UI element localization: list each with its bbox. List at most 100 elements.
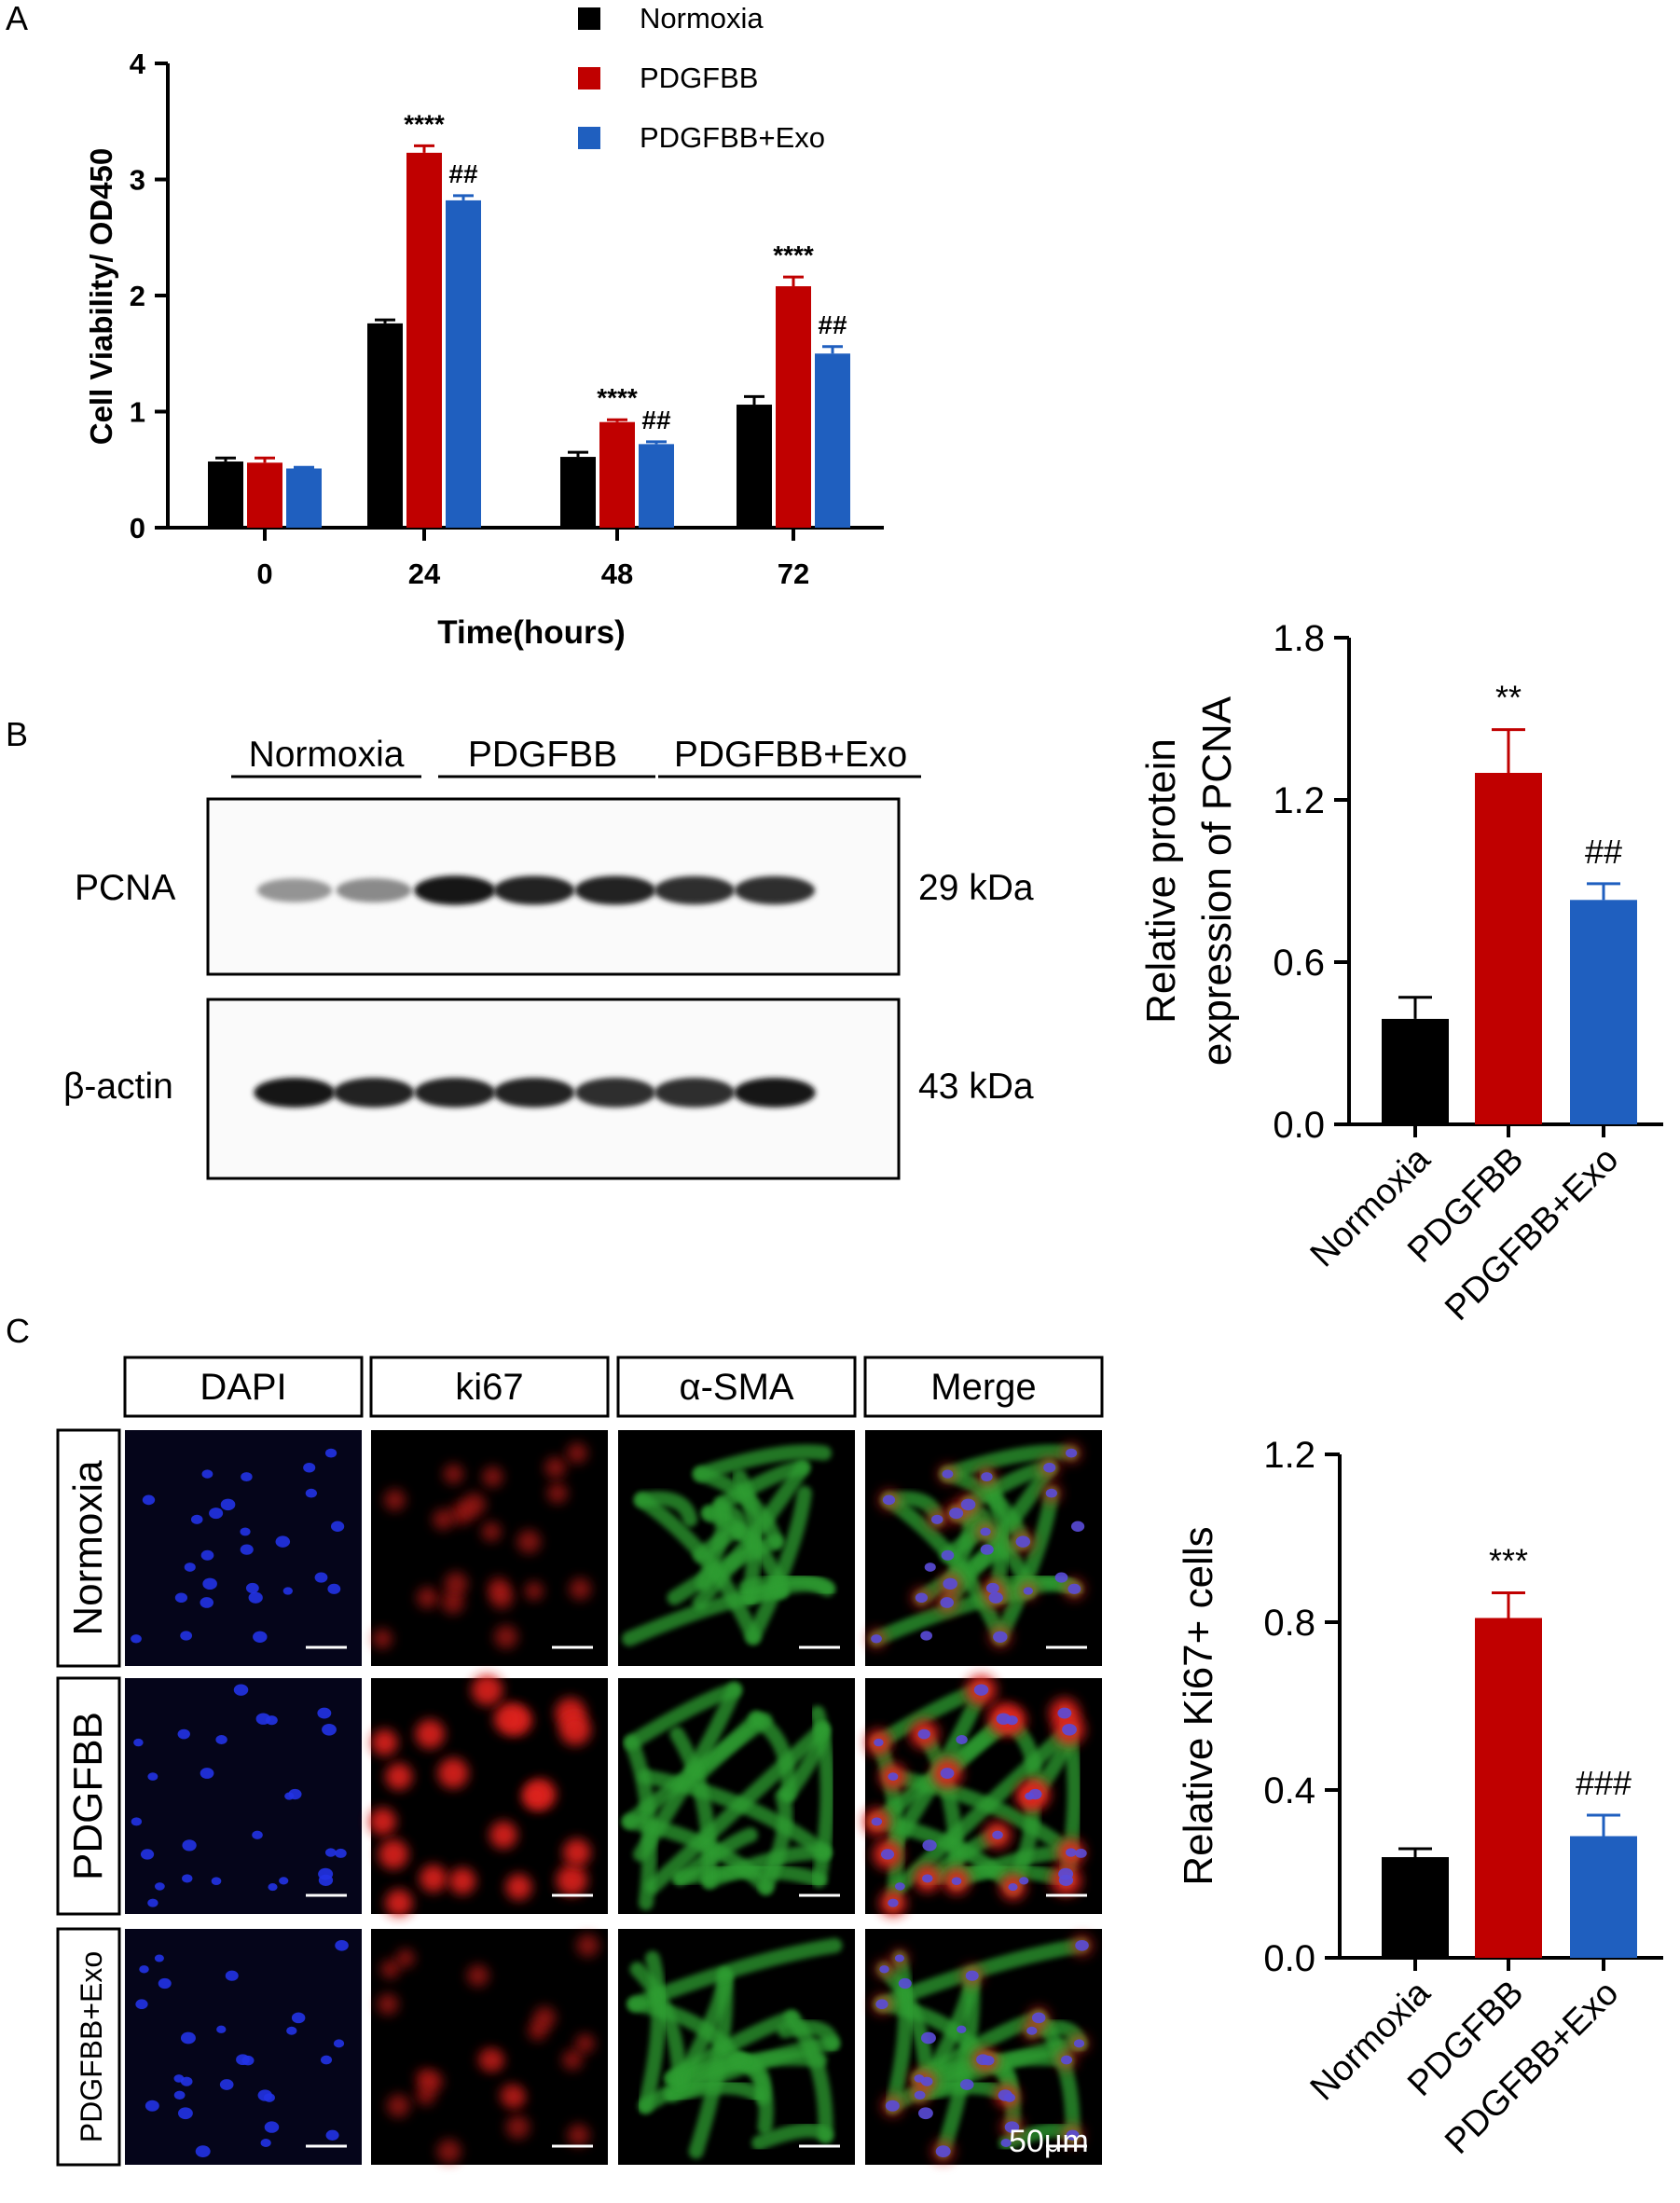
chart-a-bar <box>560 457 596 528</box>
dapi-nucleus <box>139 1965 149 1974</box>
dapi-nucleus <box>325 2129 339 2141</box>
dapi-nucleus <box>286 2026 297 2035</box>
chart-b-y-tick-label: 0.6 <box>1273 943 1325 984</box>
dapi-nucleus <box>335 1848 347 1858</box>
blot-band <box>256 878 333 902</box>
micrograph-column-header: DAPI <box>200 1367 286 1408</box>
dapi-nucleus <box>147 1772 158 1781</box>
actin-fiber <box>758 1788 793 1895</box>
chart-c-significance-label: ### <box>1576 1764 1632 1802</box>
ki67-signal <box>378 1838 409 1870</box>
dapi-nucleus <box>330 1521 345 1532</box>
chart-c-significance-label: *** <box>1489 1542 1528 1580</box>
chart-c-y-tick-label: 0.4 <box>1263 1770 1315 1811</box>
chart-b-x-tick-label: PDGFBB+Exo <box>1438 1140 1626 1329</box>
dapi-nucleus <box>219 2079 234 2090</box>
dapi-nucleus <box>1066 2129 1080 2141</box>
ki67-signal <box>569 1577 592 1601</box>
dapi-nucleus <box>980 1527 991 1536</box>
chart-b-bar <box>1570 900 1637 1124</box>
micrograph-background <box>125 1929 362 2165</box>
dapi-nucleus <box>211 1877 222 1885</box>
legend-swatch <box>578 7 600 30</box>
dapi-nucleus <box>922 1839 937 1852</box>
ki67-signal <box>556 1865 588 1896</box>
ki67-signal <box>483 2049 505 2072</box>
dapi-nucleus <box>880 1849 895 1860</box>
dapi-nucleus <box>1067 1583 1081 1594</box>
dapi-nucleus <box>177 1728 190 1740</box>
micrograph-row-header-box <box>56 1676 121 1916</box>
blot-band <box>734 875 816 905</box>
dapi-nucleus <box>200 1549 214 1561</box>
dapi-nucleus <box>182 1839 197 1852</box>
dapi-nucleus <box>201 1469 213 1479</box>
dapi-nucleus <box>885 2100 900 2112</box>
dapi-nucleus <box>957 2025 967 2033</box>
blot-band <box>414 1078 496 1108</box>
micrograph-column-header: Merge <box>930 1367 1036 1408</box>
chart-a-bar <box>208 461 243 528</box>
actin-fiber <box>874 1996 991 2068</box>
dapi-nucleus <box>314 1572 328 1583</box>
actin-fiber <box>645 1722 831 1894</box>
ki67-signal <box>368 1808 397 1836</box>
dapi-nucleus <box>145 2100 159 2112</box>
ki67-signal <box>561 2049 584 2071</box>
blot-band <box>336 878 412 902</box>
chart-b-significance-label: ** <box>1495 679 1522 717</box>
dapi-nucleus <box>980 1544 994 1555</box>
dapi-nucleus <box>255 1713 271 1725</box>
ki67-signal <box>383 1489 406 1511</box>
actin-fiber <box>633 1682 742 1862</box>
dapi-nucleus <box>147 1898 158 1907</box>
dapi-nucleus <box>888 1772 899 1781</box>
dapi-nucleus <box>180 1631 193 1641</box>
dapi-nucleus <box>920 1631 933 1641</box>
actin-fiber <box>741 1577 835 1605</box>
micrograph-column-header-box <box>123 1356 364 1418</box>
dapi-nucleus <box>282 1587 293 1595</box>
dapi-nucleus <box>180 2076 193 2086</box>
chart-c-y-tick-label: 1.2 <box>1263 1435 1315 1476</box>
dapi-nucleus <box>882 1494 896 1506</box>
ki67-signal <box>386 2094 410 2118</box>
blot-band <box>654 1078 736 1108</box>
dapi-nucleus <box>131 1817 143 1826</box>
blot-band <box>493 1078 575 1108</box>
dapi-nucleus <box>253 1631 268 1643</box>
dapi-nucleus <box>996 1713 1012 1725</box>
ki67-signal <box>415 1719 445 1749</box>
actin-fiber <box>693 1523 747 1563</box>
ki67-signal <box>544 1456 567 1479</box>
dapi-nucleus <box>981 1472 993 1482</box>
micrograph-column-header-box <box>863 1356 1104 1418</box>
dapi-nucleus <box>190 1514 203 1524</box>
chart-a-bar <box>815 353 850 528</box>
dapi-nucleus <box>1023 1587 1033 1595</box>
ki67-signal <box>421 2071 444 2092</box>
micrograph-column-header: α-SMA <box>679 1367 793 1408</box>
dapi-nucleus <box>241 1472 253 1482</box>
dapi-nucleus <box>216 2025 227 2033</box>
ki67-signal <box>532 2006 557 2030</box>
dapi-nucleus <box>233 1684 249 1696</box>
actin-fiber <box>627 1996 744 2068</box>
actin-fiber <box>672 1827 759 1886</box>
dapi-nucleus <box>1065 1448 1078 1458</box>
dapi-nucleus <box>943 1577 957 1590</box>
micrograph-image <box>865 1929 1102 2165</box>
micrograph-image <box>368 1673 608 1917</box>
actin-fiber <box>885 1950 914 2114</box>
ki67-signal <box>482 1466 503 1488</box>
chart-a-y-tick-label: 4 <box>130 48 146 80</box>
dapi-nucleus <box>200 1768 214 1779</box>
dapi-nucleus <box>982 2055 995 2066</box>
micrograph-row-header-box <box>56 1927 121 2167</box>
dapi-nucleus <box>209 1508 224 1520</box>
panel-label-b: B <box>6 715 28 753</box>
legend-swatch <box>578 67 600 89</box>
micrograph-image <box>371 1929 608 2165</box>
chart-c-bar <box>1382 1857 1449 1958</box>
